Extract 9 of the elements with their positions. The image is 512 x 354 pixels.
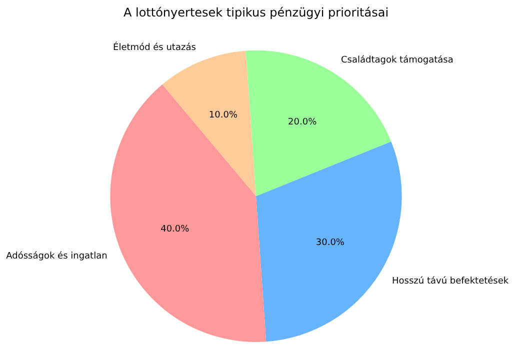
data-label: 40.0% — [160, 224, 190, 234]
data-label: 10.0% — [208, 110, 238, 120]
slice-label: Életmód és utazás — [113, 40, 196, 53]
slice-label: Adósságok és ingatlan — [6, 250, 108, 262]
data-label: 20.0% — [288, 117, 318, 128]
chart-title: A lottónyertesek tipikus pénzügyi prioritásai — [123, 5, 389, 20]
slice-label: Családtagok támogatása — [340, 54, 454, 66]
slice-label: Hosszú távú befektetések — [392, 276, 510, 287]
data-label: 30.0% — [316, 238, 345, 248]
